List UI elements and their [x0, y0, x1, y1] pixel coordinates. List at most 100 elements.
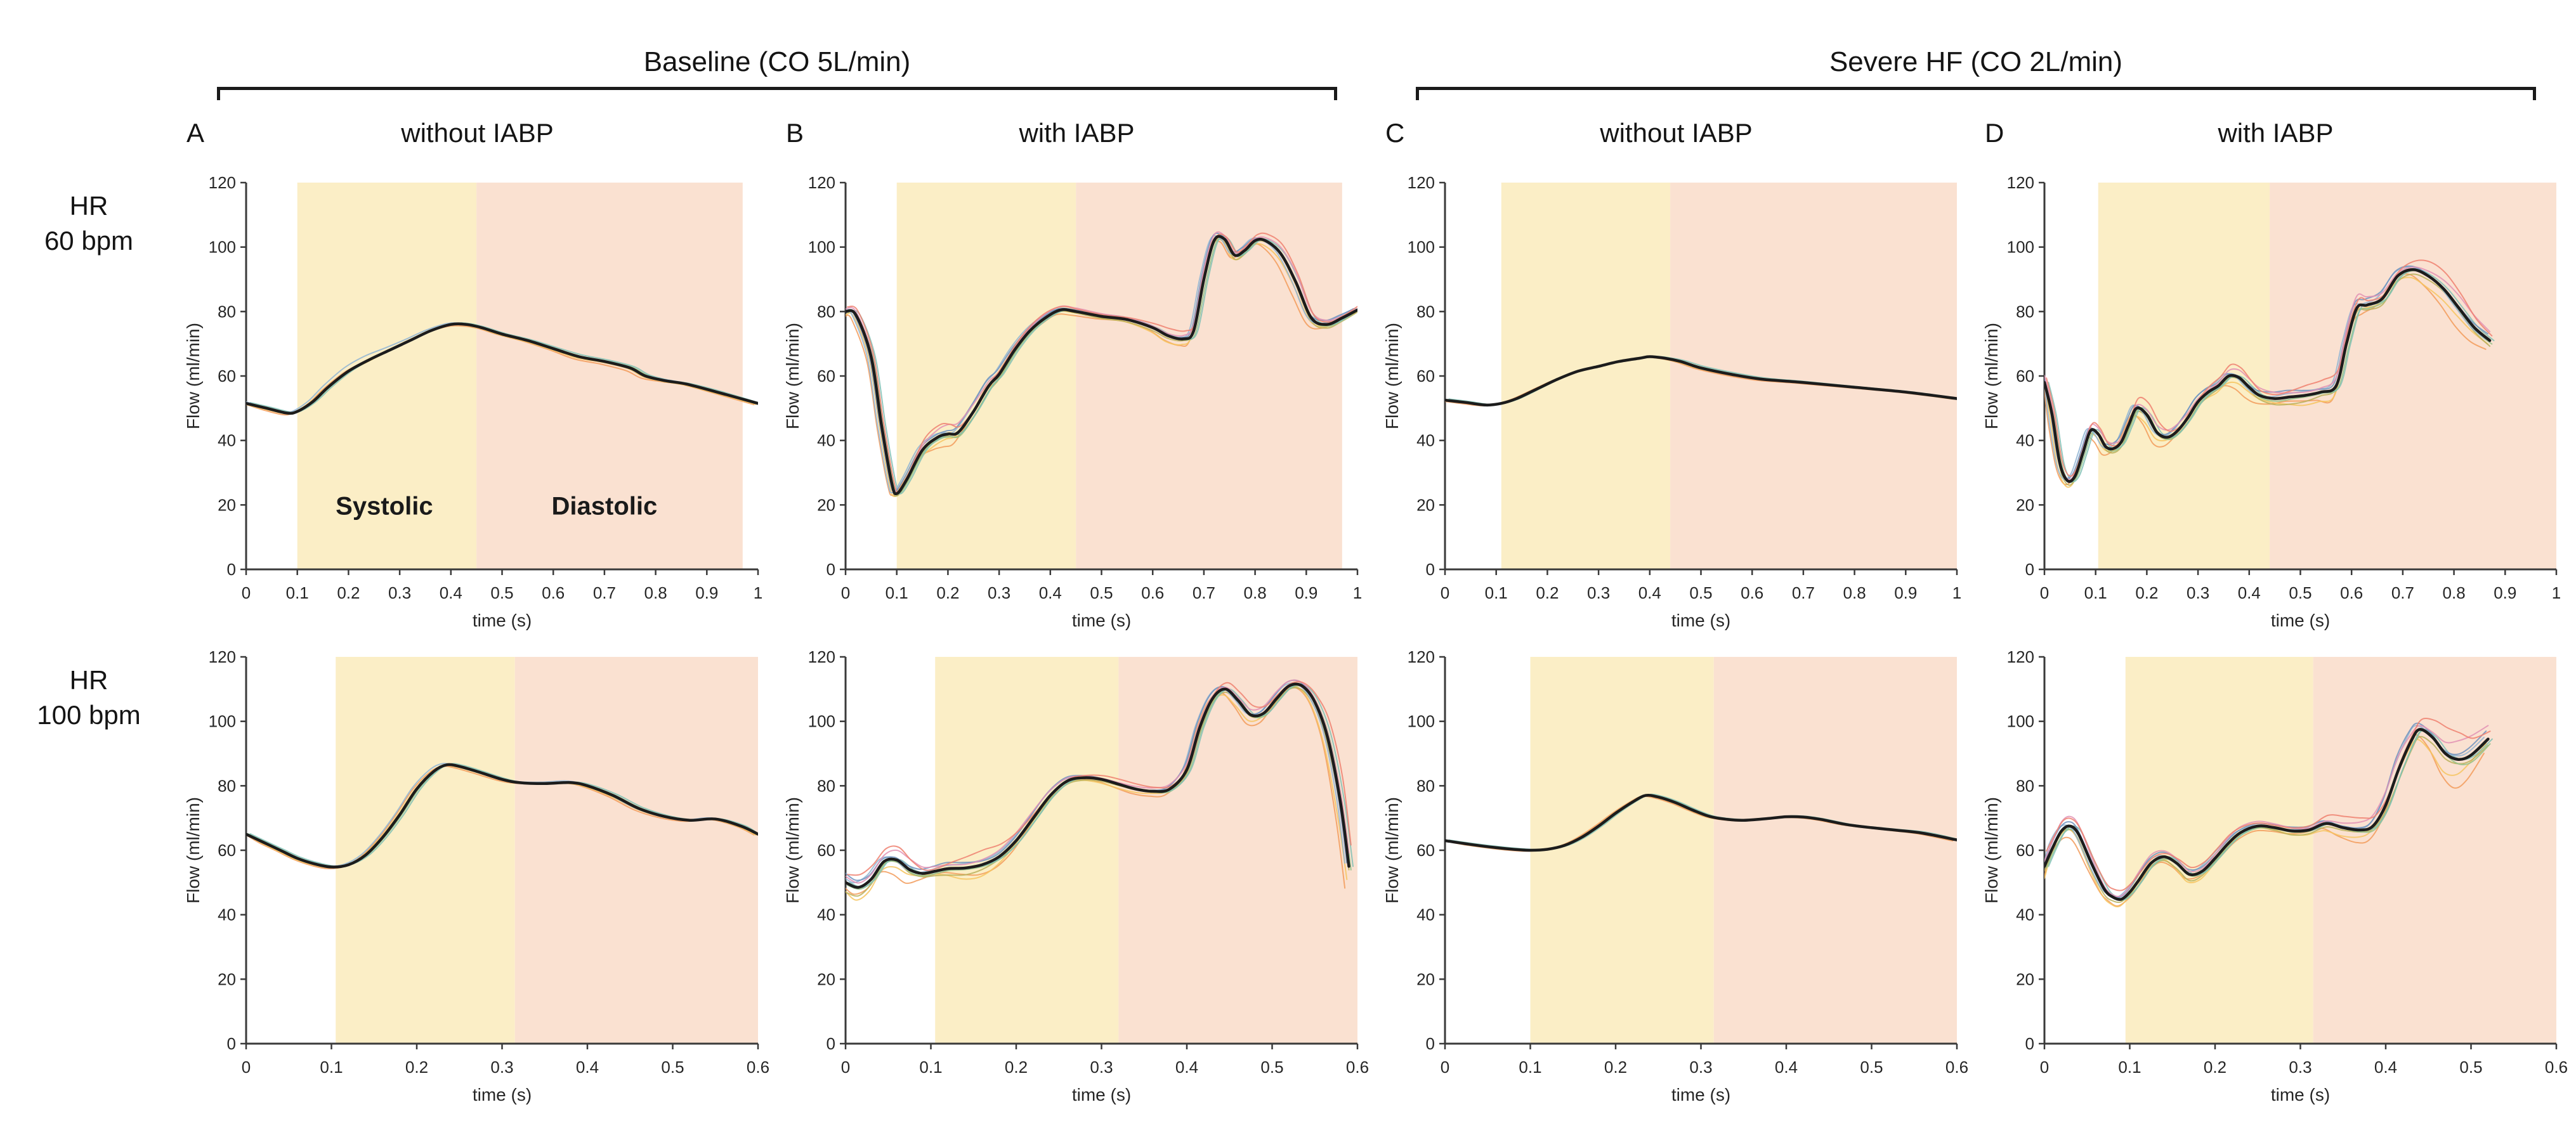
svg-text:0.3: 0.3: [1090, 1058, 1113, 1077]
svg-text:0.8: 0.8: [644, 583, 667, 602]
ensemble-trace: [2044, 266, 2491, 481]
svg-text:0.7: 0.7: [593, 583, 616, 602]
y-axis-label: Flow (ml/min): [1382, 323, 1402, 429]
svg-text:0.7: 0.7: [1792, 583, 1815, 602]
chart-B_hr60: 0 20 40 60 80 100 120 0 0.1 0.2 0.3 0.4 0.5 0.6 0.7 0.8…: [783, 173, 1362, 630]
row-label-hr60-line2: 60 bpm: [44, 225, 134, 256]
svg-text:0.8: 0.8: [1244, 583, 1267, 602]
svg-text:0.9: 0.9: [2494, 583, 2516, 602]
x-axis-label: time (s): [473, 1085, 532, 1105]
svg-text:40: 40: [817, 431, 835, 450]
svg-text:80: 80: [2016, 302, 2034, 321]
svg-text:60: 60: [1416, 841, 1435, 860]
svg-text:0.1: 0.1: [320, 1058, 343, 1077]
svg-text:0.6: 0.6: [1945, 1058, 1968, 1077]
svg-text:0.1: 0.1: [2118, 1058, 2141, 1077]
svg-text:0.7: 0.7: [2391, 583, 2414, 602]
svg-text:60: 60: [218, 366, 236, 386]
svg-text:0.5: 0.5: [661, 1058, 684, 1077]
svg-text:60: 60: [2016, 841, 2034, 860]
row-label-hr100-line2: 100 bpm: [37, 699, 141, 730]
svg-text:0.8: 0.8: [1843, 583, 1866, 602]
svg-text:0.2: 0.2: [1604, 1058, 1627, 1077]
svg-text:60: 60: [2016, 366, 2034, 386]
x-axis-label: time (s): [2271, 611, 2330, 630]
svg-text:0.4: 0.4: [2238, 583, 2261, 602]
svg-text:0.8: 0.8: [2443, 583, 2466, 602]
systolic-band: [297, 183, 477, 569]
chart-D_hr100: 0 20 40 60 80 100 120 0 0.1 0.2 0.3 0.4 0.5 0.6 Flow (…: [1982, 647, 2568, 1105]
svg-text:1: 1: [1353, 583, 1362, 602]
svg-text:0: 0: [227, 1034, 236, 1053]
svg-text:100: 100: [1408, 712, 1435, 731]
panel-letter-d: D: [1985, 118, 2004, 148]
chart-panel-c-hr60: 0 20 40 60 80 100 120 0 0.1 0.2 0.3 0.4 0.5 0.6 0.7 0.8…: [1376, 166, 1976, 640]
svg-text:0.1: 0.1: [286, 583, 309, 602]
column-header-d: D with IABP: [1976, 100, 2575, 166]
y-axis-label: Flow (ml/min): [1982, 797, 2001, 904]
svg-text:0.6: 0.6: [542, 583, 565, 602]
ensemble-trace: [2048, 269, 2495, 483]
svg-text:0.3: 0.3: [988, 583, 1010, 602]
svg-text:40: 40: [1416, 905, 1435, 924]
y-axis-label: Flow (ml/min): [783, 797, 802, 904]
x-axis-label: time (s): [2271, 1085, 2330, 1105]
diastolic-band: [1670, 183, 1957, 569]
chart-A_hr100: 0 20 40 60 80 100 120 0 0.1 0.2 0.3 0.4 0.5 0.6 Flow (…: [183, 647, 769, 1105]
svg-text:0.5: 0.5: [2459, 1058, 2482, 1077]
svg-text:0: 0: [841, 1058, 850, 1077]
svg-text:0.2: 0.2: [337, 583, 360, 602]
svg-text:0.4: 0.4: [1039, 583, 1062, 602]
ensemble-trace: [2046, 718, 2491, 891]
svg-text:60: 60: [817, 841, 835, 860]
svg-text:40: 40: [1416, 431, 1435, 450]
svg-text:60: 60: [218, 841, 236, 860]
panel-letter-b: B: [786, 118, 804, 148]
x-axis-label: time (s): [1671, 1085, 1730, 1105]
svg-text:40: 40: [2016, 431, 2034, 450]
svg-text:0.1: 0.1: [919, 1058, 942, 1077]
svg-text:20: 20: [218, 969, 236, 988]
svg-text:0.3: 0.3: [2187, 583, 2209, 602]
svg-text:0.1: 0.1: [1519, 1058, 1541, 1077]
svg-text:60: 60: [817, 366, 835, 386]
svg-text:60: 60: [1416, 366, 1435, 386]
svg-text:0.4: 0.4: [1775, 1058, 1798, 1077]
x-axis-label: time (s): [1072, 611, 1131, 630]
svg-text:1: 1: [754, 583, 762, 602]
mean-trace: [1445, 793, 1957, 852]
svg-text:0.2: 0.2: [405, 1058, 428, 1077]
svg-text:120: 120: [1408, 647, 1435, 666]
svg-text:120: 120: [808, 173, 835, 192]
svg-text:0.1: 0.1: [1485, 583, 1508, 602]
svg-text:1: 1: [1952, 583, 1961, 602]
svg-text:120: 120: [209, 173, 236, 192]
systolic-band: [336, 657, 515, 1044]
panel-letter-c: C: [1385, 118, 1405, 148]
svg-text:120: 120: [209, 647, 236, 666]
svg-text:0.7: 0.7: [1193, 583, 1215, 602]
svg-text:80: 80: [218, 776, 236, 795]
svg-text:0.9: 0.9: [695, 583, 718, 602]
diastolic-band: [1713, 657, 1957, 1044]
svg-text:80: 80: [817, 776, 835, 795]
y-axis-label: Flow (ml/min): [1382, 797, 1402, 904]
svg-text:100: 100: [808, 712, 835, 731]
ensemble-trace: [846, 679, 1350, 884]
ensemble-trace: [2048, 729, 2493, 900]
svg-text:0.3: 0.3: [1587, 583, 1610, 602]
diastolic-band: [514, 657, 758, 1044]
chart-panel-b-hr60: 0 20 40 60 80 100 120 0 0.1 0.2 0.3 0.4 0.5 0.6 0.7 0.8…: [777, 166, 1376, 640]
mean-trace: [846, 235, 1357, 495]
panel-letter-a: A: [186, 118, 205, 148]
svg-text:0.6: 0.6: [1346, 1058, 1369, 1077]
group-bracket-severe-hf: [1416, 87, 2536, 100]
svg-text:0.4: 0.4: [576, 1058, 599, 1077]
svg-text:20: 20: [1416, 495, 1435, 514]
x-axis-label: time (s): [1072, 1085, 1131, 1105]
chart-C_hr100: 0 20 40 60 80 100 120 0 0.1 0.2 0.3 0.4 0.5 0.6 Flow (…: [1382, 647, 1968, 1105]
mean-trace: [2044, 728, 2490, 901]
y-axis-label: Flow (ml/min): [183, 797, 203, 904]
svg-text:0.4: 0.4: [440, 583, 462, 602]
